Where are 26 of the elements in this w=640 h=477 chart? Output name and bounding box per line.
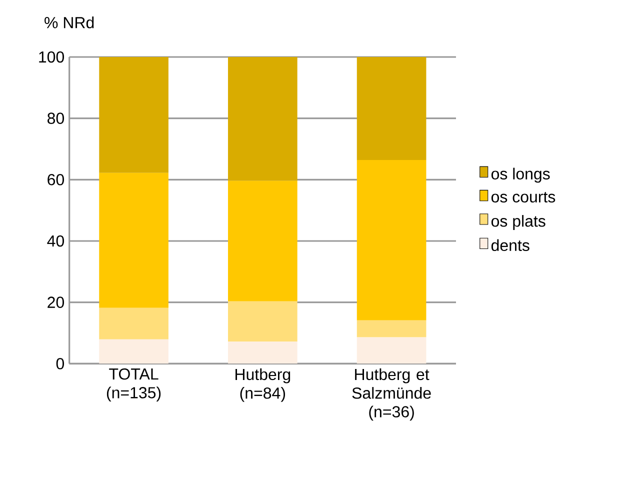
bar: [356, 160, 426, 320]
x-tick-label: Hutberg (n=84): [236, 368, 290, 402]
y-tick-label: 0: [56, 358, 64, 370]
bar: [356, 56, 426, 160]
y-tick-label: 100: [39, 51, 64, 63]
bar: [99, 56, 168, 173]
x-tick-label: Hutberg et Salzmünde (n=36): [352, 368, 431, 421]
legend-label: os courts: [491, 192, 556, 203]
bar: [228, 342, 298, 364]
legend-label: os longs: [491, 168, 550, 183]
x-tick-label: TOTAL (n=135): [106, 368, 161, 402]
bar: [228, 301, 298, 342]
y-tick-label: 20: [48, 296, 64, 308]
bar: [356, 320, 426, 338]
y-tick-label: 80: [48, 112, 64, 124]
bar: [228, 56, 298, 181]
bar: [228, 180, 298, 302]
bar: [99, 308, 168, 340]
legend-label: dents: [491, 239, 530, 252]
y-axis-title: % NRd: [44, 16, 94, 28]
y-tick-label: 40: [47, 235, 64, 247]
bar: [356, 337, 426, 364]
y-tick-label: 60: [48, 174, 64, 186]
legend-label: os plats: [491, 215, 546, 230]
bar: [99, 172, 168, 308]
bar: [99, 339, 168, 364]
